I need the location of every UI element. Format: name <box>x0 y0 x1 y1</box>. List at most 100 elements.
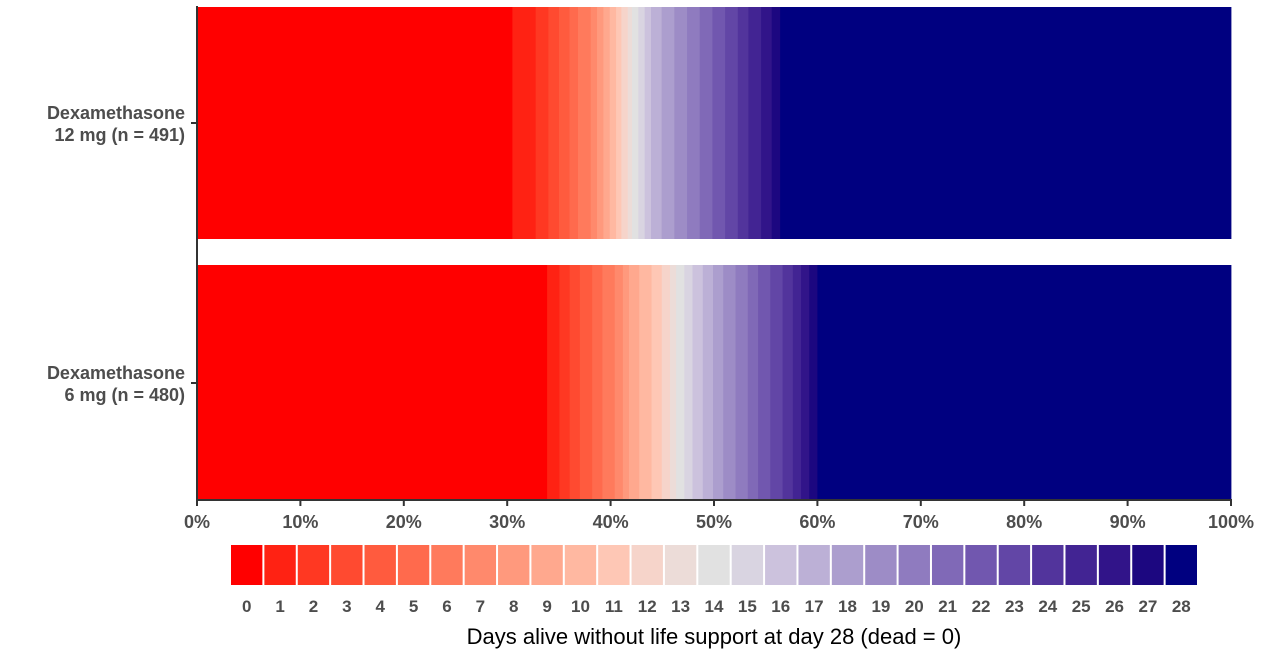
legend-swatch-day3 <box>331 545 363 585</box>
bar-segment-row0-day28 <box>780 7 1232 239</box>
bar-segment-row0-day14 <box>631 7 639 239</box>
bar-segment-row1-day8 <box>622 265 630 500</box>
bar-segment-row1-day27 <box>809 265 818 500</box>
bar-segment-row0-day5 <box>569 7 579 239</box>
legend-swatch-day21 <box>931 545 964 585</box>
legend-swatch-day27 <box>1132 545 1164 585</box>
legend-label: 23 <box>1005 597 1024 616</box>
legend-label: 8 <box>509 597 518 616</box>
bar-segment-row0-day12 <box>621 7 629 239</box>
legend-label: 20 <box>905 597 924 616</box>
bar-segment-row1-day18 <box>712 265 724 500</box>
legend-label: 19 <box>871 597 890 616</box>
bar-segment-row1-day5 <box>592 265 603 500</box>
legend-swatch-day25 <box>1065 545 1097 585</box>
bar-segment-row0-day18 <box>661 7 675 239</box>
legend-swatch-day23 <box>998 545 1031 585</box>
x-tick-label: 70% <box>903 512 939 532</box>
bar-segment-row1-day21 <box>747 265 759 500</box>
legend-swatch-day5 <box>397 545 430 585</box>
legend-label: 3 <box>342 597 351 616</box>
legend-swatch-day10 <box>564 545 597 585</box>
legend-label: 18 <box>838 597 857 616</box>
bar-segment-row0-day22 <box>712 7 726 239</box>
legend-label: 0 <box>242 597 251 616</box>
legend-swatch-day0 <box>231 545 263 585</box>
bar-segment-row0-day11 <box>616 7 622 239</box>
bar-segment-row0-day25 <box>748 7 762 239</box>
legend-label: 5 <box>409 597 418 616</box>
x-tick-label: 90% <box>1110 512 1146 532</box>
bar-segment-row0-day1 <box>512 7 537 239</box>
bar-segment-row1-day26 <box>801 265 810 500</box>
bar-segment-row0-day27 <box>771 7 781 239</box>
legend-swatch-day11 <box>598 545 630 585</box>
x-tick-label: 30% <box>489 512 525 532</box>
bar-segment-row0-day16 <box>644 7 652 239</box>
legend-label: 14 <box>705 597 724 616</box>
bar-segment-row0-day23 <box>725 7 739 239</box>
bar-segment-row1-day25 <box>792 265 802 500</box>
legend-swatch-day28 <box>1165 545 1197 585</box>
bar-segment-row1-day15 <box>684 265 693 500</box>
legend-swatch-day18 <box>831 545 864 585</box>
legend-swatch-day2 <box>297 545 330 585</box>
bar-segment-row1-day10 <box>639 265 652 500</box>
legend-label: 1 <box>275 597 284 616</box>
y-category-label: Dexamethasone 12 mg (n = 491) <box>47 103 185 145</box>
legend-label: 13 <box>671 597 690 616</box>
bar-segment-row1-day0 <box>197 265 548 500</box>
legend-swatch-day14 <box>698 545 730 585</box>
bar-segment-row0-day19 <box>674 7 688 239</box>
x-tick-label: 60% <box>799 512 835 532</box>
legend-swatch-day1 <box>264 545 296 585</box>
y-category-label: Dexamethasone 6 mg (n = 480) <box>47 363 185 405</box>
legend-swatch-day26 <box>1098 545 1131 585</box>
legend-swatch-day22 <box>965 545 997 585</box>
bar-segment-row0-day3 <box>548 7 560 239</box>
bar-segment-row1-day17 <box>702 265 714 500</box>
legend-label: 27 <box>1138 597 1157 616</box>
legend-label: 10 <box>571 597 590 616</box>
bar-segment-row1-day28 <box>817 265 1232 500</box>
legend-swatch-day6 <box>431 545 463 585</box>
x-tick-label: 40% <box>593 512 629 532</box>
bar-segment-row0-day7 <box>590 7 598 239</box>
bar-segment-row1-day24 <box>782 265 794 500</box>
bar-segment-row0-day8 <box>597 7 604 239</box>
legend-swatch-day19 <box>865 545 897 585</box>
bar-segment-row1-day14 <box>676 265 685 500</box>
bar-segment-row1-day19 <box>723 265 736 500</box>
x-tick-label: 50% <box>696 512 732 532</box>
y-category-labels: Dexamethasone 12 mg (n = 491) Dexamethason… <box>47 103 185 405</box>
legend-swatch-day4 <box>364 545 396 585</box>
legend-swatch-day24 <box>1032 545 1064 585</box>
bar-segment-row0-day10 <box>609 7 617 239</box>
legend-label: 17 <box>805 597 824 616</box>
legend-label: 28 <box>1172 597 1191 616</box>
x-tick-label: 10% <box>282 512 318 532</box>
x-tick-label: 80% <box>1006 512 1042 532</box>
legend-label: 4 <box>375 597 385 616</box>
legend-label: 7 <box>476 597 485 616</box>
legend-swatch-day7 <box>464 545 497 585</box>
bar-segment-row1-day23 <box>770 265 783 500</box>
x-tick-label: 20% <box>386 512 422 532</box>
legend-label: 24 <box>1038 597 1057 616</box>
legend-label: 22 <box>972 597 991 616</box>
legend-swatch-day17 <box>798 545 830 585</box>
legend-label: 11 <box>605 597 623 616</box>
bar-segment-row1-day3 <box>569 265 581 500</box>
legend-swatch-day8 <box>498 545 530 585</box>
x-tick-label: 0% <box>184 512 210 532</box>
bar-segment-row0-day4 <box>558 7 570 239</box>
bar-segment-row1-day2 <box>559 265 571 500</box>
bar-segment-row0-day13 <box>627 7 633 239</box>
bar-segment-row1-day1 <box>547 265 560 500</box>
bar-segment-row0-day9 <box>603 7 611 239</box>
legend-label: 15 <box>738 597 757 616</box>
x-tick-labels: 0% 10% 20% 30% 40% 50% 60% 70% 80% 90% 100% <box>184 500 1254 532</box>
legend-label: 6 <box>442 597 451 616</box>
bar-segment-row1-day11 <box>651 265 663 500</box>
